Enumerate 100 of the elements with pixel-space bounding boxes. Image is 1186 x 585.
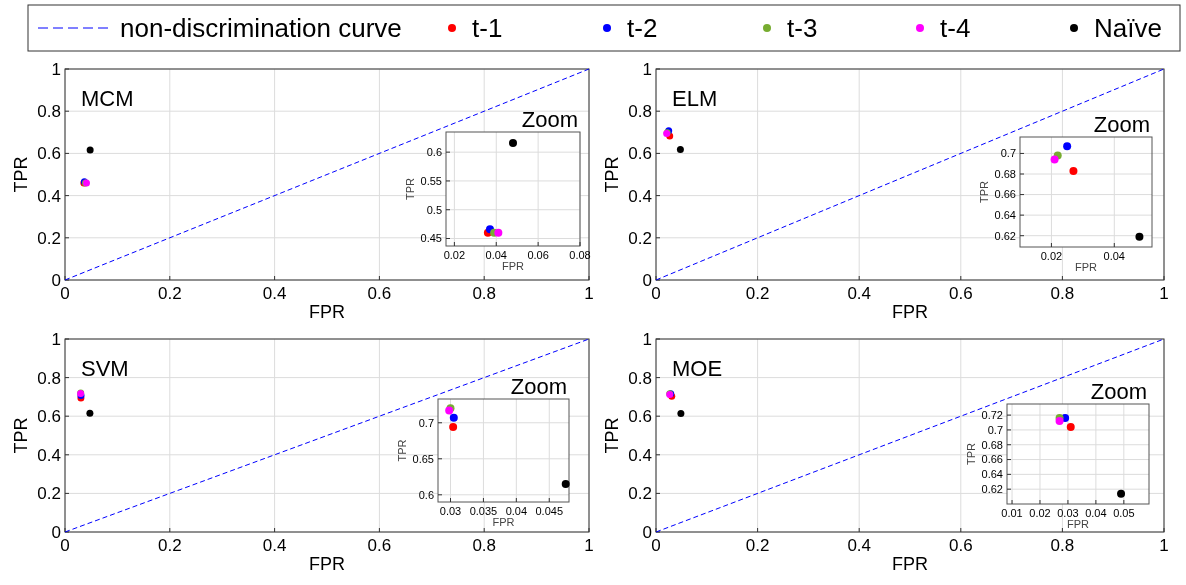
y-axis-title: TPR [404,177,416,200]
legend-label: Naïve [1094,13,1162,43]
y-tick-label: 0.6 [37,144,61,164]
x-tick-label: 0.02 [1040,250,1063,262]
y-tick-label: 0.6 [628,407,652,427]
x-tick-label: 0.04 [1085,507,1107,519]
x-tick-label: 0.8 [472,284,497,303]
chart-title: Zoom [521,107,578,132]
y-tick-label: 1 [51,59,61,79]
x-tick-label: 0.4 [262,536,287,555]
y-tick-label: 0.62 [994,229,1016,242]
y-axis-title: TPR [396,439,408,462]
y-tick-label: 0.8 [628,102,652,122]
x-axis-title: FPR [1067,518,1090,530]
y-tick-label: 0.4 [37,445,61,465]
y-tick-label: 0.2 [628,484,652,504]
x-tick-label: 0.6 [948,536,973,555]
x-tick-label: 0.2 [157,284,182,303]
x-tick-label: 0.045 [535,505,564,517]
x-tick-label: 0.8 [472,536,497,555]
y-axis-title: TPR [978,180,990,203]
y-tick-label: 0.65 [412,452,434,465]
x-tick-label: 0.03 [439,505,462,517]
x-axis-title: FPR [892,554,928,574]
y-tick-label: 0.7 [987,423,1003,436]
x-tick-label: 0.03 [1057,507,1079,519]
legend-label: non-discrimination curve [120,13,402,43]
x-axis-title: FPR [309,554,345,574]
text: ELM [672,86,718,111]
legend-label: t-3 [787,13,818,43]
y-tick-label: 1 [642,59,652,79]
y-tick-label: 0.6 [628,144,652,164]
y-tick-label: 0.55 [420,174,442,187]
x-tick-label: 0.05 [1113,507,1135,519]
y-axis-title: TPR [11,417,31,454]
y-tick-label: 0.7 [1000,147,1016,160]
x-tick-label: 0.4 [847,536,872,555]
x-tick-label: 1 [1159,284,1169,303]
chart-title: Zoom [1090,379,1147,404]
y-tick-label: 0.2 [37,484,61,504]
y-tick-label: 0.5 [426,203,442,216]
x-tick-label: 0.6 [367,536,392,555]
y-tick-label: 0.7 [418,416,434,429]
y-tick-label: 0.4 [628,445,652,465]
legend-label: t-4 [940,13,971,43]
x-tick-label: 0.2 [745,536,770,555]
y-tick-label: 0.4 [37,186,61,206]
y-tick-label: 0.45 [420,232,442,245]
y-tick-label: 0.8 [37,102,61,122]
x-axis-title: FPR [309,302,345,322]
x-tick-label: 0.08 [569,249,591,261]
x-tick-label: 0.02 [1029,507,1051,519]
y-axis-title: TPR [602,417,622,454]
y-tick-label: 0 [642,270,652,290]
y-tick-label: 0.64 [981,468,1003,481]
x-tick-label: 0.02 [443,249,466,261]
y-tick-label: 0.2 [628,228,652,248]
legend-label: t-2 [627,13,658,43]
x-axis-title: FPR [502,260,525,272]
text: MOE [672,356,723,381]
y-tick-label: 0.8 [37,368,61,388]
y-tick-label: 0 [51,522,61,542]
x-axis-title: FPR [1075,261,1098,273]
x-tick-label: 0.06 [527,249,549,261]
x-tick-label: 0.4 [847,284,872,303]
y-tick-label: 0.72 [981,408,1003,421]
y-tick-label: 0.6 [426,146,442,158]
y-tick-label: 0.4 [628,186,652,206]
x-tick-label: 0.01 [1001,507,1023,519]
x-axis-title: FPR [492,516,515,528]
y-axis-title: TPR [965,442,977,465]
y-tick-label: 0 [642,522,652,542]
x-tick-label: 0.6 [948,284,973,303]
x-axis-title: FPR [892,302,928,322]
x-tick-label: 0.04 [505,505,528,517]
y-tick-label: 0.68 [981,438,1003,451]
x-tick-label: 0.2 [157,536,182,555]
x-tick-label: 1 [584,284,594,303]
y-tick-label: 0.6 [418,488,434,501]
y-tick-label: 0.62 [981,483,1003,496]
y-tick-label: 0.8 [628,368,652,388]
y-tick-label: 0.66 [994,188,1016,201]
y-tick-label: 0.68 [994,167,1016,180]
y-axis-title: TPR [602,156,622,193]
x-tick-label: 0.4 [262,284,287,303]
x-tick-label: 1 [584,536,594,555]
text: MCM [81,86,134,111]
legend-label: t-1 [472,13,503,43]
x-tick-label: 0.04 [1103,250,1125,262]
x-tick-label: 0.035 [469,505,498,517]
text: SVM [81,356,129,381]
y-tick-label: 1 [642,329,652,349]
chart-title: Zoom [510,374,567,399]
y-tick-label: 0 [51,270,61,290]
x-tick-label: 0.8 [1050,284,1075,303]
x-tick-label: 0.8 [1050,536,1075,555]
y-tick-label: 0.6 [37,407,61,427]
y-tick-label: 0.64 [994,208,1016,221]
x-tick-label: 0.6 [367,284,392,303]
chart-title: Zoom [1093,112,1150,137]
